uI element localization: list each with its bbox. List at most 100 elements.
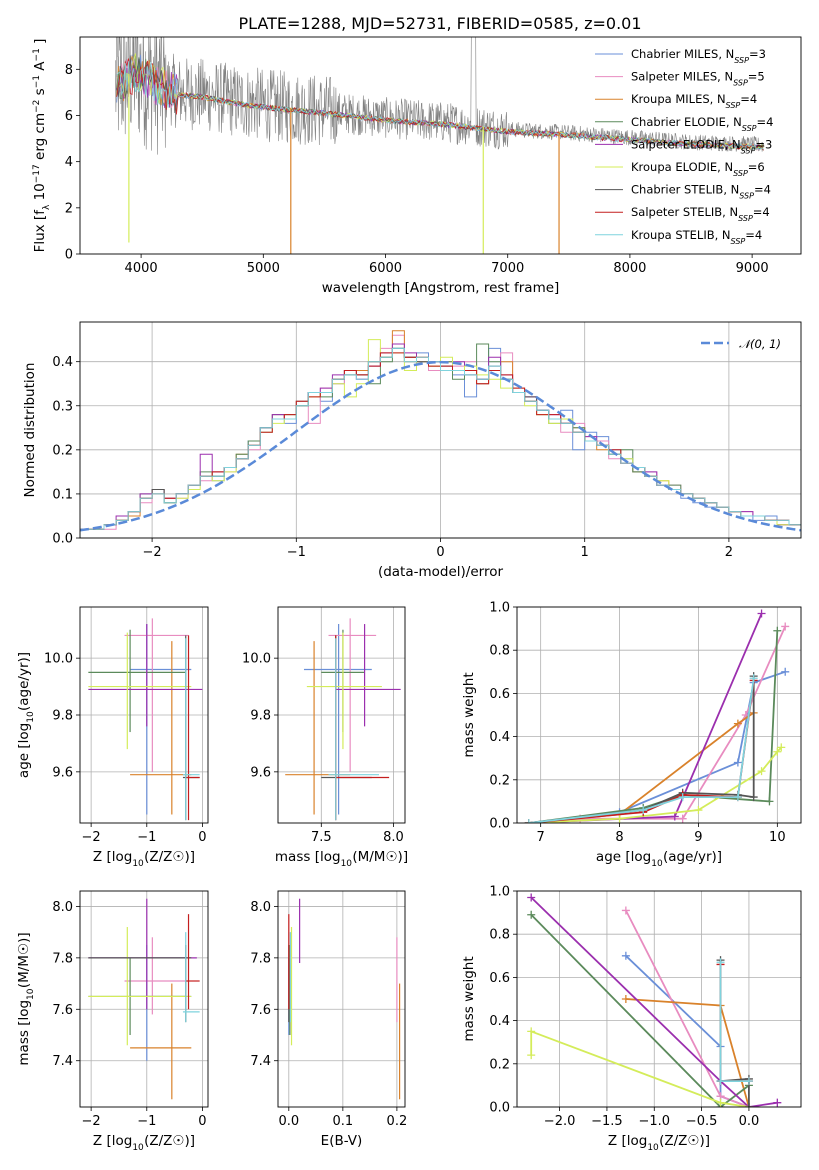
- y-tick-label: 7.6: [250, 1003, 271, 1018]
- legend-label: Kroupa ELODIE, NSSP=6: [631, 160, 765, 178]
- axes-frame: [277, 890, 406, 1108]
- mass-weight-series: [528, 630, 779, 823]
- y-tick-label: 0.6: [489, 971, 510, 986]
- x-axis-label: Z [log10 (Z/Z☉)]: [93, 849, 195, 869]
- legend-label: Salpeter MILES, NSSP=5: [631, 70, 765, 88]
- line-plot-area: [524, 609, 790, 823]
- x-tick-label: 9000: [736, 261, 769, 276]
- x-tick-label: 0: [436, 545, 444, 560]
- y-tick-label: 0.4: [52, 355, 73, 370]
- y-tick-label: 0.1: [52, 487, 73, 502]
- series-marker: [733, 719, 742, 728]
- x-tick-label: 8.0: [383, 830, 404, 845]
- y-tick-label: 7.4: [250, 1054, 271, 1069]
- spectrum-plot-area: [115, 37, 765, 254]
- mass-weight-series: [528, 680, 755, 823]
- mass-weight-series: [530, 896, 778, 1107]
- axes-frame: [277, 606, 406, 824]
- x-tick-label: 8: [615, 830, 623, 845]
- mass-weight-series: [528, 613, 763, 823]
- y-tick-label: 0.8: [489, 644, 510, 659]
- y-axis-label: Flux [fλ 10−17 erg cm−2 s−1 A−1 ]: [32, 39, 52, 253]
- massweight-vs-Z-chart: −2.0 −1.5 −1.0 −0.5 0.0 0.0 0.2 0.4 0.6 0.8 1.0 Z […: [461, 885, 802, 1153]
- age-vs-Z-chart: −2 −1 0 9.6 9.8 10.0 Z [log10 (Z/Z☉)] age [log1…: [16, 606, 209, 869]
- legend-label: Chabrier MILES, NSSP=3: [631, 47, 766, 65]
- y-tick-label: 6: [65, 109, 73, 124]
- x-tick-label: 0: [198, 1114, 206, 1129]
- y-axis-label: mass weight: [461, 672, 477, 757]
- legend-label: Salpeter ELODIE, NSSP=3: [631, 137, 772, 155]
- series-marker: [527, 1027, 536, 1036]
- y-tick-label: 10.0: [242, 652, 271, 667]
- age-vs-mass-chart: 7.5 8.0 9.6 9.8 10.0 mass [log10 (M/M☉)]: [242, 606, 408, 869]
- y-tick-label: 0.4: [489, 1014, 510, 1029]
- spectrum-data-line: [115, 37, 765, 155]
- series-marker: [621, 995, 630, 1003]
- y-tick-label: 0.2: [489, 773, 510, 788]
- series-marker: [716, 1098, 725, 1107]
- y-tick-label: 9.6: [250, 765, 271, 780]
- x-tick-label: 4000: [125, 261, 158, 276]
- x-tick-label: 7000: [491, 261, 524, 276]
- series-marker: [524, 819, 533, 823]
- mass-weight-series: [530, 914, 750, 1107]
- spectrum-chart: 4000 5000 6000 7000 8000 9000 0 2 4 6 8 wavelength …: [32, 36, 802, 296]
- residuals-plot-area: [80, 330, 801, 538]
- x-tick-label: 10: [769, 830, 786, 845]
- mass-weight-series: [530, 1030, 750, 1107]
- axes-frame: [79, 321, 802, 539]
- series-marker: [733, 793, 742, 802]
- mass-weight-series: [625, 909, 750, 1107]
- y-tick-label: 0.8: [489, 928, 510, 943]
- legend-label: Chabrier ELODIE, NSSP=4: [631, 115, 773, 133]
- series-marker: [670, 812, 679, 821]
- series-marker: [678, 793, 687, 802]
- x-axis-label: E(B-V): [321, 1133, 363, 1149]
- y-tick-label: 1.0: [489, 885, 510, 900]
- axes-frame: [516, 890, 802, 1108]
- x-tick-label: 7: [537, 830, 545, 845]
- legend-label: Kroupa MILES, NSSP=4: [631, 92, 757, 110]
- x-tick-label: 1: [581, 545, 589, 560]
- mass-weight-series: [528, 678, 755, 823]
- y-tick-label: 7.8: [250, 951, 271, 966]
- series-marker: [716, 958, 725, 967]
- axes-frame: [79, 606, 209, 824]
- x-tick-label: 7.5: [311, 830, 332, 845]
- y-tick-label: 9.6: [52, 765, 73, 780]
- x-axis-label: Z [log10 (Z/Z☉)]: [608, 1133, 710, 1153]
- massweight-vs-age-chart: 7 8 9 10 0.0 0.2 0.4 0.6 0.8 1.0 age [log10 (age/y…: [461, 601, 802, 869]
- x-tick-label: −2: [143, 545, 162, 560]
- series-marker: [773, 626, 782, 635]
- series-marker: [716, 1077, 725, 1086]
- histogram-series: [80, 347, 801, 538]
- line-plot-area: [527, 893, 782, 1107]
- y-tick-label: 7.8: [52, 951, 73, 966]
- x-axis-label: wavelength [Angstrom, rest frame]: [322, 280, 560, 296]
- y-tick-label: 9.8: [250, 709, 271, 724]
- x-tick-label: −1: [287, 545, 306, 560]
- errorbar-plot-area: [288, 898, 401, 1100]
- series-marker: [527, 1051, 536, 1060]
- series-marker: [744, 1077, 753, 1086]
- series-marker: [694, 806, 703, 815]
- x-tick-label: −1.5: [591, 1114, 623, 1129]
- legend-label: Kroupa STELIB, NSSP=4: [631, 228, 762, 246]
- x-tick-label: 5000: [247, 261, 280, 276]
- legend-label: Chabrier STELIB, NSSP=4: [631, 183, 771, 201]
- x-tick-label: 8000: [613, 261, 646, 276]
- x-tick-label: 9: [694, 830, 702, 845]
- series-marker: [781, 667, 790, 676]
- x-tick-label: 0.2: [387, 1114, 408, 1129]
- series-marker: [639, 806, 648, 815]
- series-marker: [773, 1098, 782, 1107]
- legend-label: Salpeter STELIB, NSSP=4: [631, 205, 770, 223]
- series-marker: [621, 906, 630, 915]
- errorbar-plot-area: [285, 618, 401, 821]
- y-tick-label: 4: [65, 155, 73, 170]
- x-tick-label: −2.0: [544, 1114, 576, 1129]
- x-tick-label: −1: [137, 1114, 156, 1129]
- series-marker: [757, 609, 766, 618]
- x-tick-label: 0.0: [739, 1114, 760, 1129]
- y-tick-label: 0.6: [489, 687, 510, 702]
